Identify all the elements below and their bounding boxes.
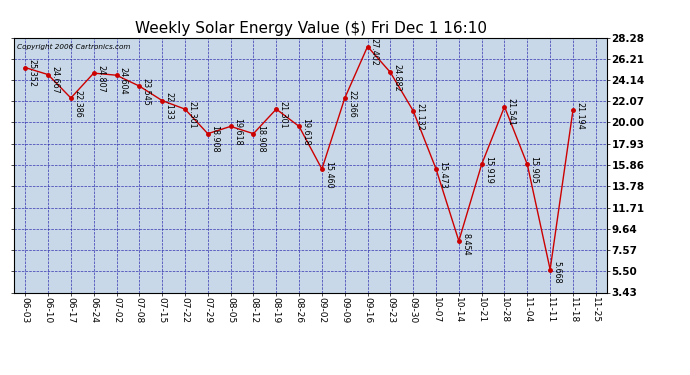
Text: 18.908: 18.908 — [210, 126, 219, 153]
Text: 15.919: 15.919 — [484, 156, 493, 184]
Text: 19.618: 19.618 — [302, 118, 310, 146]
Text: 22.133: 22.133 — [164, 92, 173, 120]
Text: 15.460: 15.460 — [324, 161, 333, 189]
Text: 15.905: 15.905 — [530, 156, 539, 184]
Text: 23.545: 23.545 — [141, 78, 150, 106]
Text: 24.807: 24.807 — [96, 65, 105, 93]
Text: 21.301: 21.301 — [187, 101, 196, 129]
Text: 21.301: 21.301 — [279, 101, 288, 129]
Text: 8.454: 8.454 — [461, 233, 470, 255]
Text: 24.882: 24.882 — [393, 64, 402, 92]
Text: 21.194: 21.194 — [575, 102, 584, 130]
Text: 24.667: 24.667 — [50, 66, 59, 94]
Text: Copyright 2006 Cartronics.com: Copyright 2006 Cartronics.com — [17, 44, 130, 50]
Text: 21.541: 21.541 — [506, 99, 516, 126]
Title: Weekly Solar Energy Value ($) Fri Dec 1 16:10: Weekly Solar Energy Value ($) Fri Dec 1 … — [135, 21, 486, 36]
Text: 15.473: 15.473 — [438, 161, 447, 189]
Text: 22.386: 22.386 — [73, 90, 82, 117]
Text: 24.604: 24.604 — [119, 67, 128, 94]
Text: 18.908: 18.908 — [256, 126, 265, 153]
Text: 5.668: 5.668 — [553, 261, 562, 284]
Text: 19.618: 19.618 — [233, 118, 242, 146]
Text: 22.366: 22.366 — [347, 90, 356, 118]
Text: 27.402: 27.402 — [370, 38, 379, 66]
Text: 21.132: 21.132 — [415, 103, 424, 130]
Text: 25.352: 25.352 — [28, 59, 37, 87]
